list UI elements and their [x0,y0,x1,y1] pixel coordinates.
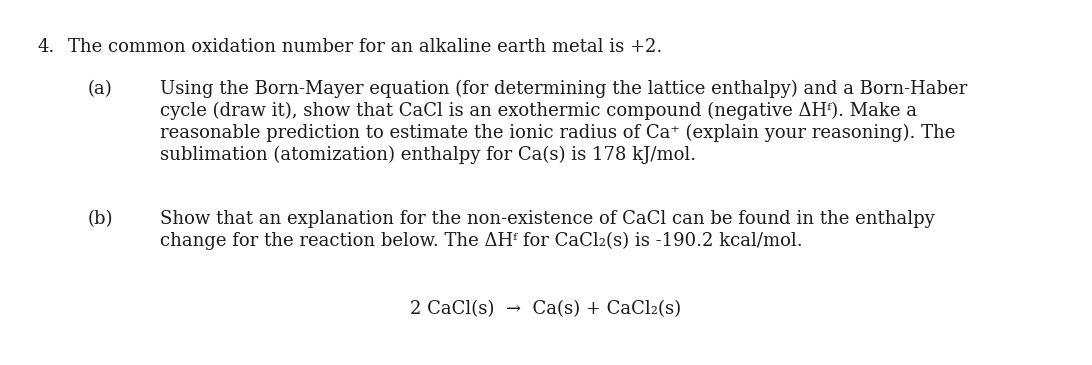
Text: (b): (b) [88,210,114,228]
Text: Show that an explanation for the non-existence of CaCl can be found in the entha: Show that an explanation for the non-exi… [161,210,935,228]
Text: 4.: 4. [38,38,56,56]
Text: Using the Born-Mayer equation (for determining the lattice enthalpy) and a Born-: Using the Born-Mayer equation (for deter… [161,80,968,98]
Text: (a): (a) [88,80,112,98]
Text: 2 CaCl(s)  →  Ca(s) + CaCl₂(s): 2 CaCl(s) → Ca(s) + CaCl₂(s) [411,300,681,318]
Text: cycle (draw it), show that CaCl is an exothermic compound (negative ΔHᶠ). Make a: cycle (draw it), show that CaCl is an ex… [161,102,917,120]
Text: The common oxidation number for an alkaline earth metal is +2.: The common oxidation number for an alkal… [68,38,662,56]
Text: reasonable prediction to estimate the ionic radius of Ca⁺ (explain your reasonin: reasonable prediction to estimate the io… [161,124,956,142]
Text: sublimation (atomization) enthalpy for Ca(s) is 178 kJ/mol.: sublimation (atomization) enthalpy for C… [161,146,696,164]
Text: change for the reaction below. The ΔHᶠ for CaCl₂(s) is -190.2 kcal/mol.: change for the reaction below. The ΔHᶠ f… [161,232,803,250]
